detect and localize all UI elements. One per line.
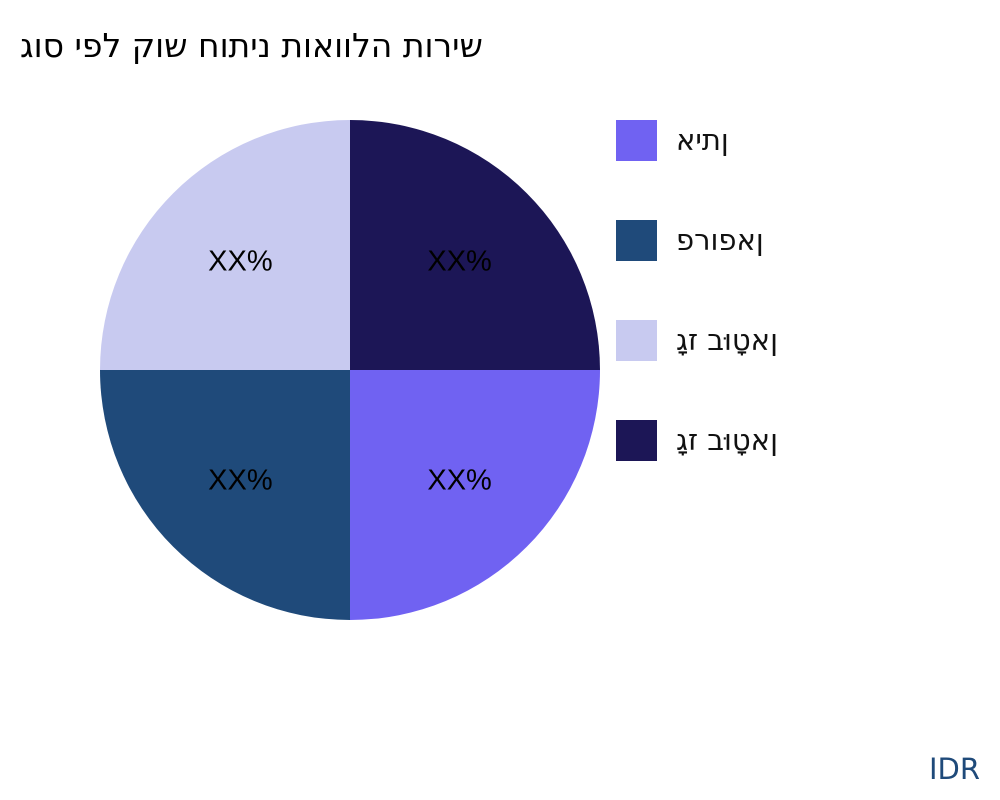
legend-item: גָז בוּטָאן: [616, 320, 916, 361]
pie-slice: [350, 370, 600, 620]
pie-slice: [100, 120, 350, 370]
legend-item: גָז בוּטָאן: [616, 420, 916, 461]
watermark-logo: IDR: [928, 752, 980, 786]
legend-item: פרופאן: [616, 220, 916, 261]
legend-swatch: [616, 320, 657, 361]
legend-label: גָז בוּטָאן: [676, 323, 778, 357]
legend-label: איתן: [676, 123, 729, 157]
legend-item: איתן: [616, 120, 916, 161]
slice-data-label: XX%: [208, 465, 272, 497]
chart-title: גוס יפל קוש חותינ תואוולה תוריש: [20, 26, 483, 65]
slice-data-label: XX%: [427, 245, 491, 277]
legend-label: גָז בוּטָאן: [676, 423, 778, 457]
pie-slice: [350, 120, 600, 370]
slice-data-label: XX%: [208, 245, 272, 277]
legend-label: פרופאן: [676, 223, 764, 257]
pie-slice: [100, 370, 350, 620]
slice-data-label: XX%: [427, 465, 491, 497]
legend-swatch: [616, 220, 657, 261]
legend-swatch: [616, 120, 657, 161]
legend-swatch: [616, 420, 657, 461]
